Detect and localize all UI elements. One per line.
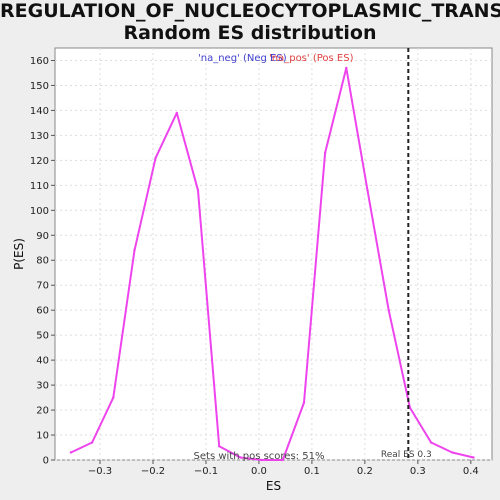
grid (55, 48, 492, 461)
y-tick-label: 160 (30, 56, 49, 67)
y-tick-label: 50 (36, 331, 49, 342)
data-point (472, 456, 475, 459)
data-point (345, 66, 348, 70)
y-tick-label: 110 (30, 181, 49, 192)
data-point (451, 451, 454, 454)
data-point (154, 156, 157, 160)
data-point (90, 441, 94, 444)
data-point (218, 445, 221, 448)
x-tick-label: −0.1 (194, 466, 218, 477)
data-point (196, 189, 200, 192)
x-tick-label: 0.2 (357, 466, 373, 477)
data-point (387, 308, 390, 312)
x-axis-ticks: −0.3 −0.2 −0.1 0.0 0.1 0.2 0.3 0.4 (88, 460, 479, 477)
data-point (366, 189, 369, 192)
x-tick-label: 0.1 (304, 466, 320, 477)
x-axis-label: ES (266, 479, 281, 493)
x-tick-label: 0.3 (410, 466, 426, 477)
data-point (281, 458, 284, 462)
data-point (133, 249, 136, 252)
y-tick-label: 40 (36, 356, 49, 367)
y-tick-label: 70 (36, 281, 49, 292)
series-layer (69, 66, 475, 462)
y-tick-label: 10 (36, 431, 49, 442)
y-tick-label: 60 (36, 306, 49, 317)
x-tick-label: −0.2 (141, 466, 165, 477)
x-tick-label: −0.3 (88, 466, 112, 477)
y-tick-label: 20 (36, 406, 49, 417)
plot-area (54, 47, 493, 461)
data-point (302, 401, 306, 404)
x-tick-label: 0.4 (463, 466, 479, 477)
series-line (70, 67, 474, 461)
y-axis-ticks: 0 10 20 30 40 50 60 70 80 90 100 110 120 130 140 150 160 (30, 56, 55, 467)
pos-scores-note: Sets with pos scores: 51% (194, 451, 325, 462)
legend-neg-label: 'na_neg' (Neg ES) (198, 53, 287, 64)
data-point (112, 396, 115, 399)
real-es-label: Real ES 0.3 (381, 450, 432, 460)
y-tick-label: 120 (30, 156, 49, 167)
y-tick-label: 100 (30, 206, 49, 217)
legend-pos-label: 'na_pos' (Pos ES) (269, 53, 354, 64)
y-axis-label: P(ES) (12, 238, 26, 270)
y-tick-label: 0 (43, 456, 49, 467)
data-point (429, 441, 433, 444)
data-point (69, 451, 73, 454)
y-tick-label: 150 (30, 81, 49, 92)
data-point (175, 111, 179, 115)
chart-title-line1: REGULATION_OF_NUCLEOCYTOPLASMIC_TRANSPOR… (0, 0, 500, 22)
y-tick-label: 30 (36, 381, 49, 392)
chart-title-line2: Random ES distribution (123, 22, 377, 44)
x-tick-label: 0.0 (251, 466, 267, 477)
y-tick-label: 80 (36, 256, 49, 267)
data-point (260, 458, 263, 462)
y-tick-label: 130 (30, 131, 49, 142)
y-tick-label: 90 (36, 231, 49, 242)
data-point (239, 456, 242, 459)
data-point (323, 151, 327, 155)
y-tick-label: 140 (30, 106, 49, 117)
chart-title: REGULATION_OF_NUCLEOCYTOPLASMIC_TRANSPOR… (0, 0, 500, 44)
